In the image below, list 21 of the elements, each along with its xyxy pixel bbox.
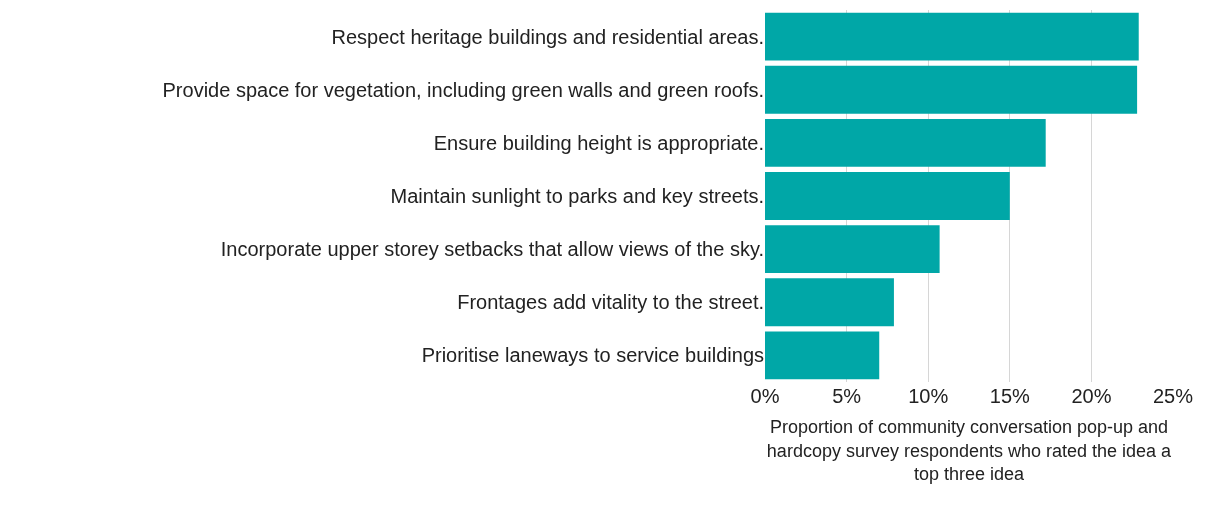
bar <box>765 278 894 327</box>
bar <box>765 118 1046 167</box>
x-tick-label: 15% <box>989 385 1031 407</box>
y-tick-label: Respect heritage buildings and residential areas. <box>331 25 764 48</box>
bar <box>765 65 1138 114</box>
y-tick-label: Ensure building height is appropriate. <box>433 131 764 154</box>
y-tick-label: Provide space for vegetation, including green walls and green roofs. <box>162 78 764 101</box>
x-tick-label: 0% <box>750 385 780 407</box>
x-axis-title: Proportion of community conversation pop-up and hardcopy survey respondents who rated the idea a top three idea <box>766 417 1173 484</box>
bar <box>765 225 940 274</box>
x-tick-label: 10% <box>908 385 949 407</box>
y-tick-label: Incorporate upper storey setbacks that allow views of the sky. <box>220 238 764 261</box>
bar <box>765 331 880 380</box>
bar <box>765 172 1010 220</box>
bar <box>765 12 1139 61</box>
x-tick-label: 5% <box>832 385 862 407</box>
x-tick-label: 25% <box>1152 385 1194 407</box>
x-tick-label: 20% <box>1071 385 1112 407</box>
y-tick-label: Maintain sunlight to parks and key streets. <box>390 185 764 207</box>
y-tick-label: Frontages add vitality to the street. <box>457 291 764 314</box>
y-tick-label: Prioritise laneways to service buildings <box>421 344 764 367</box>
